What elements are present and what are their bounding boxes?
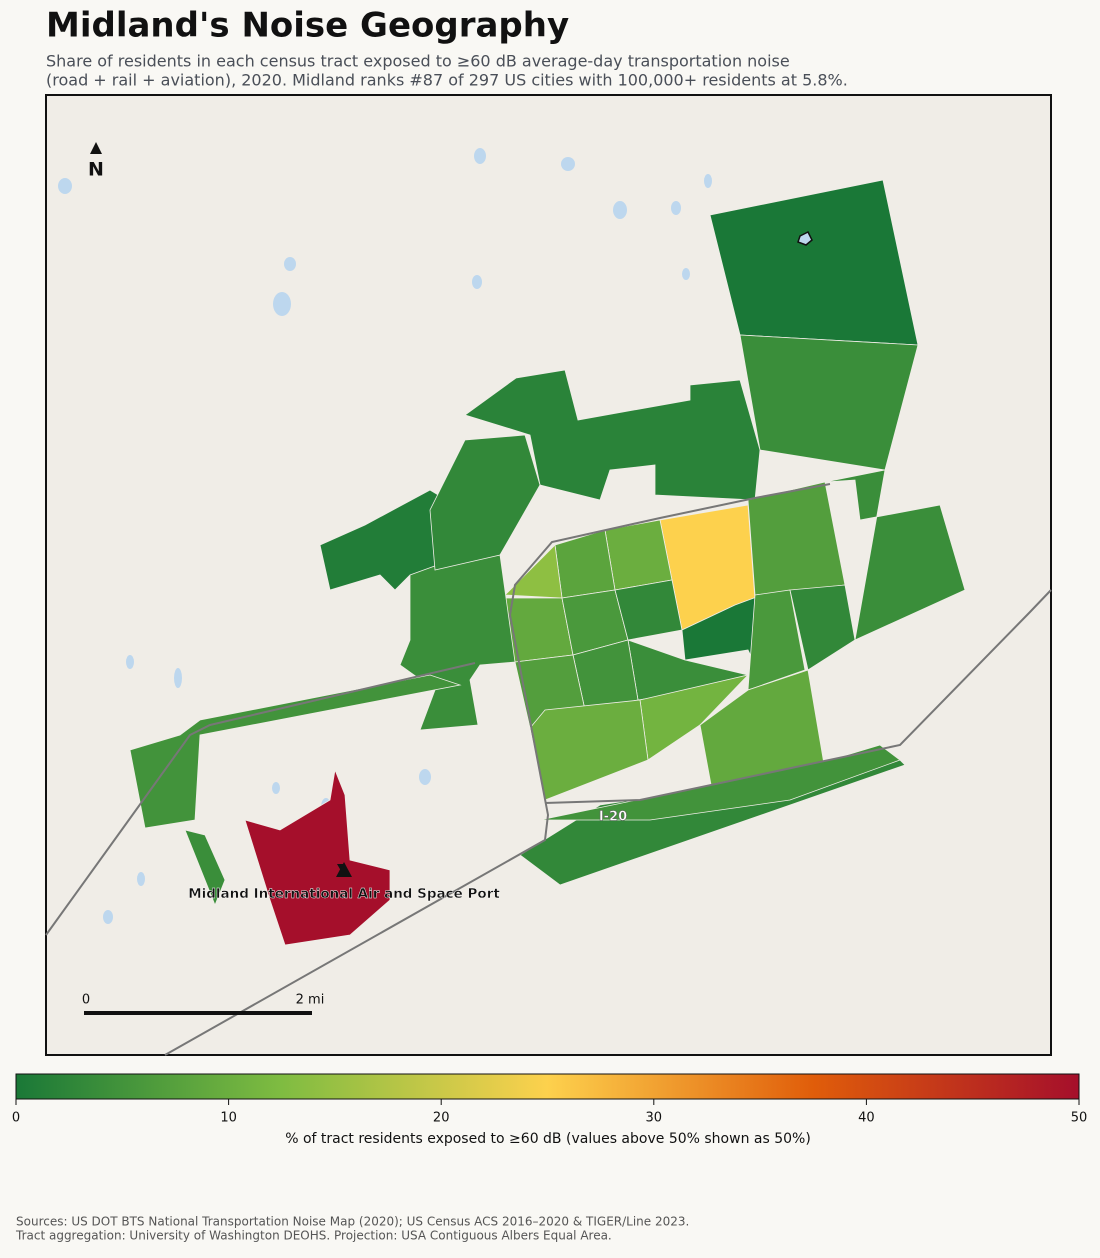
source-note: Sources: US DOT BTS National Transportat… (16, 1215, 689, 1229)
colorbar-tick-label: 20 (433, 1111, 450, 1126)
colorbar-tick-label: 30 (646, 1111, 663, 1126)
road (164, 483, 831, 1056)
tract (604, 519, 673, 591)
lake (797, 230, 813, 246)
tract (464, 369, 761, 501)
colorbar-tick-label: 40 (858, 1111, 875, 1126)
subtitle: Share of residents in each census tract … (46, 52, 790, 71)
airport-label: Midland International Air and Space Port (188, 886, 500, 902)
north-label: N (88, 159, 104, 181)
road (45, 662, 476, 936)
road (544, 589, 1052, 804)
tract (824, 469, 966, 641)
scale-label: 2 mi (296, 993, 325, 1008)
tract (789, 584, 856, 671)
tract (399, 554, 516, 731)
tracts (129, 179, 966, 946)
title: Midland's Noise Geography (46, 6, 569, 46)
north-arrow (90, 142, 102, 154)
colorbar (15, 1073, 1080, 1100)
airport-marker (336, 862, 352, 877)
colorbar-ticks: 0 10 20 30 40 50 (12, 1099, 1087, 1126)
tract (504, 544, 563, 599)
tract (244, 768, 391, 946)
source-note: Tract aggregation: University of Washing… (15, 1229, 612, 1243)
colorbar-tick-label: 10 (220, 1111, 237, 1126)
scale-label: 0 (82, 993, 90, 1008)
water (58, 148, 712, 924)
tract (429, 434, 541, 571)
colorbar-tick-label: 50 (1071, 1111, 1088, 1126)
tract (184, 829, 226, 907)
subtitle: (road + rail + aviation), 2020. Midland … (46, 71, 848, 90)
colorbar-tick-label: 0 (12, 1111, 20, 1126)
colorbar-label: % of tract residents exposed to ≥60 dB (… (285, 1131, 811, 1147)
tract (747, 589, 806, 691)
tract (699, 669, 826, 791)
roads (45, 483, 1052, 1056)
road-label: I-20 (599, 810, 627, 825)
